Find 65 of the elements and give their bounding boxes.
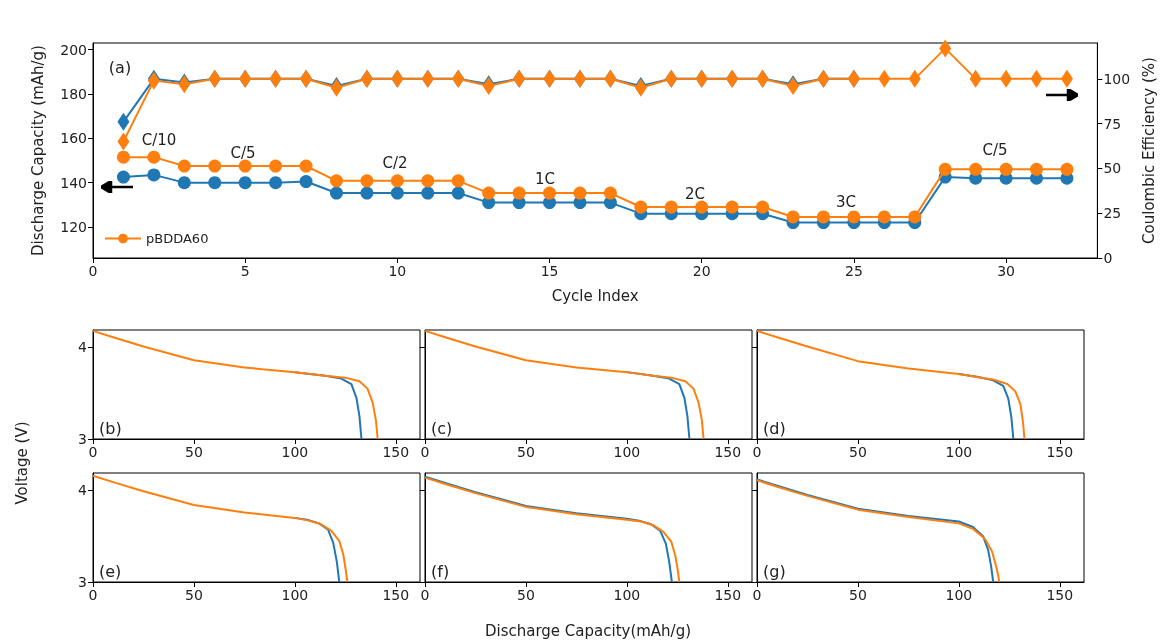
x-tick-label: 15: [540, 263, 559, 279]
annotation: (f): [431, 561, 450, 581]
x-tick-label: 150: [1046, 587, 1074, 603]
annotation: 1C: [534, 170, 556, 188]
y-tick-label: 3: [78, 574, 87, 590]
x-tick-label: 0: [88, 263, 98, 279]
y2-tick-label: 100: [1103, 70, 1131, 87]
x-tick-label: 30: [997, 263, 1015, 279]
x-tick-label: 100: [945, 587, 973, 603]
y-tick-label: 160: [60, 130, 87, 147]
y2-tick-label: 50: [1103, 160, 1122, 177]
y-tick-label: 180: [60, 85, 87, 102]
x-tick-label: 150: [714, 444, 742, 460]
x-tick-label: 0: [420, 587, 430, 603]
y-tick-label: 3: [78, 431, 87, 447]
y-tick-label: 200: [60, 41, 87, 58]
x-tick-label: 0: [752, 444, 762, 460]
y2-tick-label: 25: [1103, 205, 1122, 222]
annotation: (e): [99, 561, 122, 581]
x-tick-label: 100: [613, 587, 641, 603]
x-tick-label: 100: [281, 444, 309, 460]
x-tick-label: 0: [420, 444, 430, 460]
y-tick-label: 4: [78, 482, 88, 499]
y2-tick-label: 75: [1103, 115, 1122, 132]
annotation: (c): [431, 418, 453, 438]
x-tick-label: 100: [281, 587, 309, 603]
x-tick-label: 5: [240, 263, 250, 279]
x-tick-label: 50: [185, 587, 203, 603]
x-tick-label: 0: [752, 587, 762, 603]
y-axis-title: Discharge Capacity (mAh/g): [28, 45, 47, 256]
y-tick-label: 140: [60, 174, 87, 191]
legend-label: pBDDA60: [146, 231, 209, 246]
y-tick-label: 120: [60, 218, 87, 235]
x-tick-label: 50: [517, 587, 535, 603]
x-tick-label: 50: [517, 444, 535, 460]
x-tick-label: 150: [382, 587, 410, 603]
x-tick-label: 20: [692, 263, 711, 279]
x-tick-label: 150: [1046, 444, 1074, 460]
x-tick-label: 100: [613, 444, 641, 460]
annotation: 2C: [684, 185, 706, 203]
annotation: 3C: [835, 193, 857, 211]
annotation: (g): [763, 561, 786, 581]
annotation: C/5: [230, 144, 256, 162]
annotation: (d): [763, 418, 786, 438]
x-tick-label: 50: [185, 444, 203, 460]
annotation: C/5: [982, 141, 1008, 159]
x-tick-label: 0: [88, 444, 98, 460]
x-tick-label: 50: [849, 444, 867, 460]
x-tick-label: 150: [382, 444, 410, 460]
y2-axis-title: Coulombic Efficiency (%): [1139, 57, 1158, 244]
annotation: (b): [99, 418, 122, 438]
x-tick-label: 0: [88, 587, 98, 603]
x-tick-label: 150: [714, 587, 742, 603]
x-tick-label: 10: [388, 263, 407, 279]
annotation: (a): [108, 57, 132, 77]
y-axis-title: Voltage (V): [13, 421, 31, 505]
y-tick-label: 4: [78, 339, 88, 356]
y2-tick-label: 0: [1103, 250, 1113, 266]
x-tick-label: 100: [945, 444, 973, 460]
x-axis-title: Cycle Index: [551, 286, 639, 305]
x-tick-label: 50: [849, 587, 867, 603]
x-tick-label: 25: [844, 263, 863, 279]
annotation: C/10: [141, 131, 177, 149]
annotation: C/2: [382, 154, 408, 172]
x-axis-title: Discharge Capacity(mAh/g): [484, 622, 692, 640]
